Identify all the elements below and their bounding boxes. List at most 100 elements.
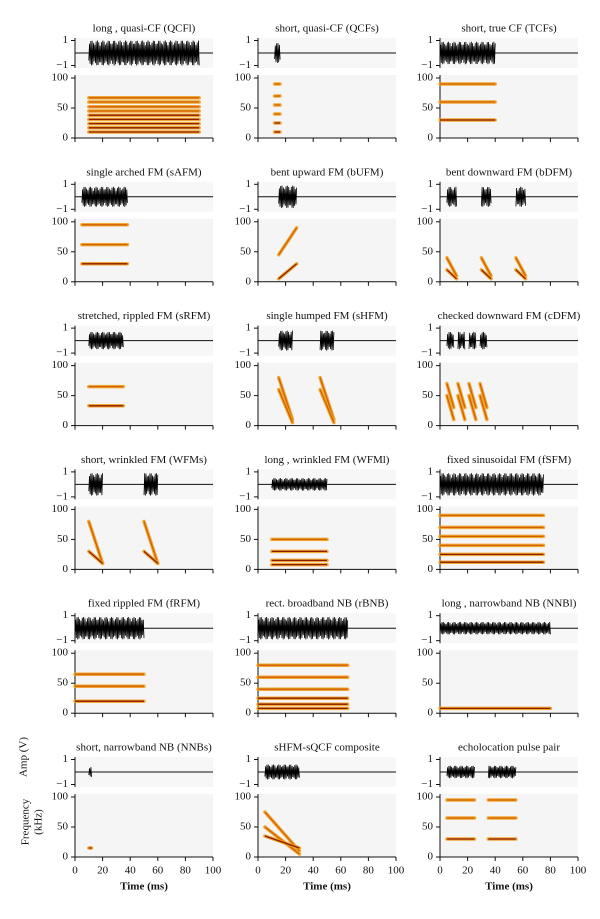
x-tick-label: 40 (490, 865, 502, 877)
freq-tick-label: 50 (422, 677, 434, 689)
freq-tick-label: 0 (428, 275, 434, 287)
panel-title: short, quasi-CF (QCFs) (275, 23, 379, 35)
freq-tick-label: 100 (417, 359, 434, 371)
harmonic-core (468, 395, 477, 420)
amp-tick-label: 1 (428, 34, 434, 46)
freq-tick-label: 50 (240, 533, 252, 545)
x-axis-label: Time (ms) (303, 881, 351, 893)
amp-tick-label: 1 (63, 753, 69, 765)
freq-tick-label: 50 (57, 389, 69, 401)
waveform-pulse (278, 185, 297, 209)
x-tick-label: 100 (570, 865, 587, 877)
amp-tick-label: 1 (246, 753, 252, 765)
amp-tick-label: −1 (421, 203, 433, 215)
freq-tick-label: 100 (52, 72, 69, 84)
panel-title: long , wrinkled FM (WFMl) (265, 454, 390, 466)
harmonic-core (319, 389, 335, 423)
x-tick-label: 80 (545, 865, 557, 877)
harmonic-core (264, 835, 300, 849)
waveform-pulse (515, 186, 526, 207)
panel-title: echolocation pulse pair (458, 742, 560, 754)
harmonic-core (278, 263, 298, 280)
amp-tick-label: 1 (246, 609, 252, 621)
waveform-pulse (446, 765, 475, 779)
freq-label: (kHz) (33, 809, 45, 835)
waveform-pulse (274, 43, 281, 64)
freq-tick-label: 0 (428, 851, 434, 863)
amp-tick-label: −1 (421, 59, 433, 71)
amp-tick-label: 1 (63, 609, 69, 621)
freq-tick-label: 50 (57, 245, 69, 257)
amp-tick-label: −1 (56, 203, 68, 215)
amp-tick-label: 1 (63, 322, 69, 334)
amp-tick-label: 1 (428, 465, 434, 477)
harmonic-core (479, 395, 488, 420)
panel-title: long , quasi-CF (QCFl) (93, 23, 196, 35)
freq-label: Frequency (20, 798, 32, 845)
amp-tick-label: 1 (428, 609, 434, 621)
x-tick-label: 60 (517, 865, 529, 877)
freq-tick-label: 0 (63, 563, 69, 575)
panel-title: single humped FM (sHFM) (266, 310, 388, 322)
freq-tick-label: 50 (57, 677, 69, 689)
waveform-pulse (439, 473, 544, 496)
harmonic-core (480, 269, 492, 280)
amp-tick-label: 1 (246, 322, 252, 334)
harmonic-core (88, 550, 104, 564)
x-tick-label: 100 (388, 865, 405, 877)
amp-tick-label: −1 (56, 347, 68, 359)
amp-tick-label: 1 (63, 34, 69, 46)
panel-title: bent downward FM (bDFM) (446, 166, 573, 178)
waveform-pulse (439, 41, 496, 65)
waveform-pulse (479, 331, 488, 350)
harmonic-core (468, 383, 477, 408)
freq-tick-label: 0 (63, 275, 69, 287)
panel-title: rect. broadband NB (rBNB) (266, 598, 389, 610)
amp-tick-label: 1 (246, 34, 252, 46)
waveform-pulse (319, 330, 335, 351)
harmonic-core (457, 395, 466, 420)
waveform-pulse (439, 621, 551, 635)
freq-tick-label: 0 (63, 419, 69, 431)
freq-tick-label: 50 (57, 102, 69, 114)
harmonic-core (479, 383, 488, 408)
amp-tick-label: −1 (421, 490, 433, 502)
x-tick-label: 0 (437, 865, 443, 877)
x-tick-label: 100 (205, 865, 222, 877)
freq-tick-label: 100 (417, 503, 434, 515)
spectrogram-background (258, 218, 396, 282)
panel-title: fixed sinusoidal FM (fSFM) (447, 454, 572, 466)
harmonic-core (457, 383, 466, 408)
amp-tick-label: −1 (239, 347, 251, 359)
harmonic-core (446, 395, 455, 420)
x-tick-label: 80 (180, 865, 192, 877)
freq-tick-label: 50 (422, 533, 434, 545)
amp-tick-label: 1 (63, 178, 69, 190)
freq-tick-label: 0 (246, 563, 252, 575)
freq-tick-label: 100 (52, 215, 69, 227)
amp-tick-label: −1 (56, 490, 68, 502)
spectrogram-background (75, 650, 213, 714)
freq-tick-label: 0 (246, 419, 252, 431)
freq-tick-label: 50 (422, 821, 434, 833)
amp-tick-label: −1 (239, 634, 251, 646)
x-tick-label: 20 (280, 865, 292, 877)
freq-tick-label: 100 (52, 791, 69, 803)
amp-tick-label: −1 (239, 203, 251, 215)
freq-tick-label: 0 (246, 275, 252, 287)
spectrogram-background (75, 794, 213, 857)
waveform-pulse (88, 767, 92, 778)
freq-tick-label: 0 (246, 851, 252, 863)
harmonic-core (515, 269, 527, 280)
amp-tick-label: −1 (56, 59, 68, 71)
freq-tick-label: 0 (63, 132, 69, 144)
freq-tick-label: 100 (52, 503, 69, 515)
freq-tick-label: 100 (417, 215, 434, 227)
panel-title: short, wrinkled FM (WFMs) (81, 454, 207, 466)
spectrogram-background (258, 794, 396, 857)
spectrogram-background (440, 218, 578, 282)
waveform-pulse (468, 331, 477, 350)
spectrogram-background (440, 794, 578, 857)
